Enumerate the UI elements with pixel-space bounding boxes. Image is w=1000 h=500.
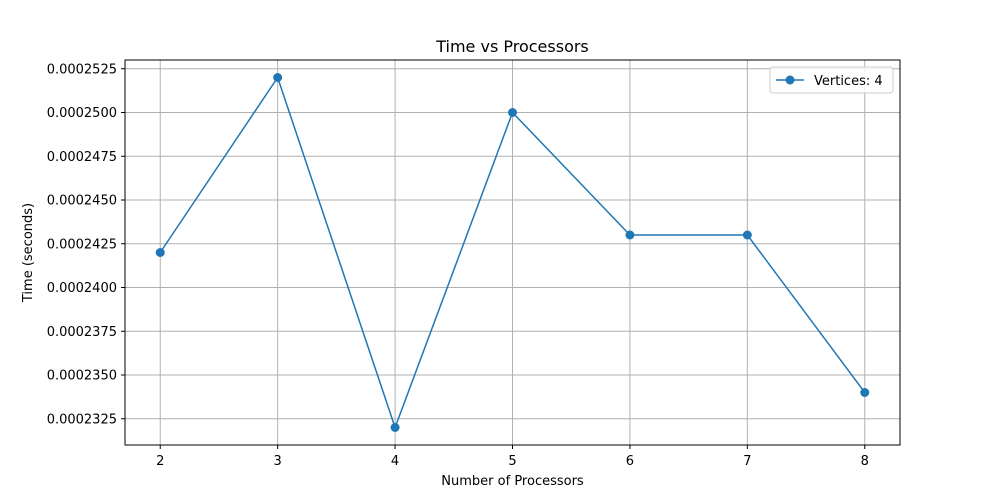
y-axis-label: Time (seconds) [21, 203, 36, 303]
data-point [273, 73, 283, 82]
y-tick-label: 0.0002375 [47, 325, 117, 340]
y-tick-label: 0.0002325 [47, 412, 117, 427]
x-tick-label: 5 [508, 454, 516, 469]
series [155, 73, 870, 432]
data-point [742, 230, 752, 240]
legend-label: Vertices: 4 [814, 74, 883, 89]
x-tick-label: 8 [861, 454, 869, 469]
y-tick-label: 0.0002425 [47, 237, 117, 252]
y-tick-label: 0.0002350 [47, 369, 117, 384]
y-tick-label: 0.0002450 [47, 194, 117, 209]
data-point [155, 248, 165, 257]
x-tick-label: 2 [156, 454, 164, 469]
ticks: 2 3 4 5 6 7 8 0.0002325 0.0002350 0.0002375 0.0002… [47, 62, 869, 469]
data-point [860, 388, 870, 397]
x-tick-label: 6 [626, 454, 634, 469]
x-tick-label: 7 [743, 454, 751, 469]
legend: Vertices: 4 [769, 66, 894, 94]
chart-title: Time vs Processors [435, 37, 589, 56]
y-tick-label: 0.0002400 [47, 281, 117, 296]
x-tick-label: 3 [274, 454, 282, 469]
data-point [625, 230, 635, 240]
legend-box [769, 66, 894, 94]
x-axis-label: Number of Processors [441, 474, 584, 489]
x-tick-label: 4 [391, 454, 399, 469]
y-tick-label: 0.0002475 [47, 150, 117, 165]
y-tick-label: 0.0002525 [47, 62, 117, 77]
legend-dot-marker [785, 75, 795, 85]
data-point [508, 108, 517, 117]
data-point [390, 423, 400, 432]
y-tick-label: 0.0002500 [47, 106, 117, 121]
